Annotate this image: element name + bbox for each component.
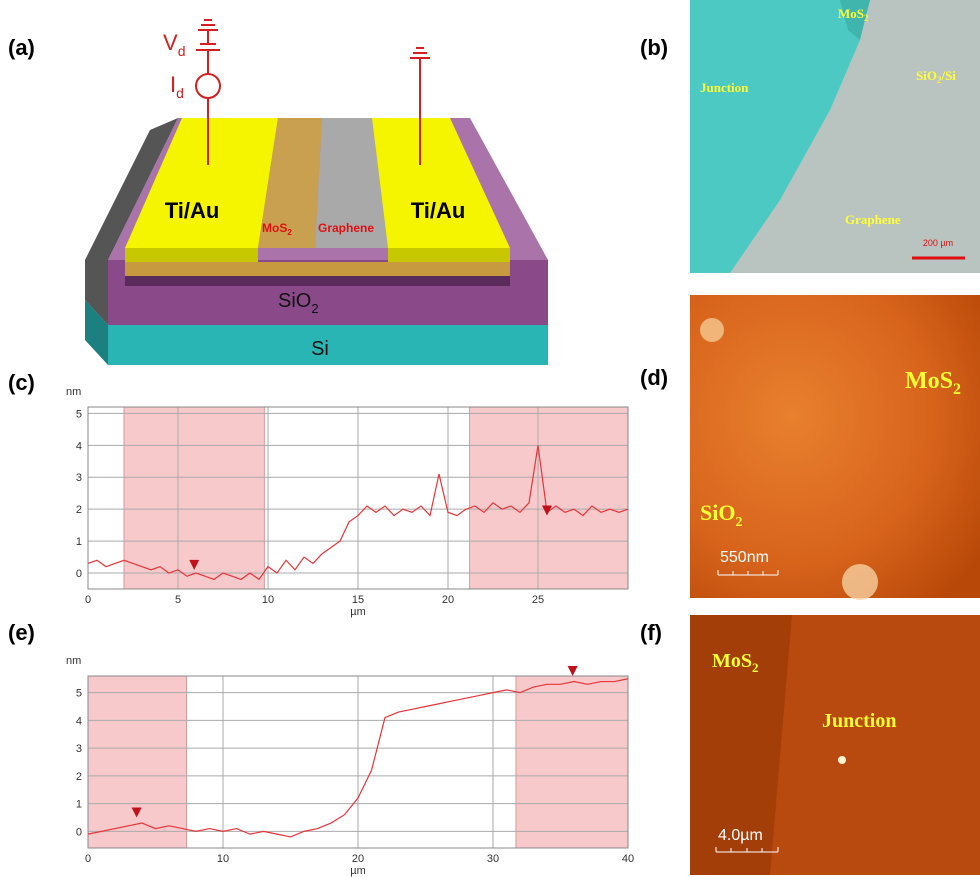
x-axis-label: µm [350,865,366,877]
y-axis-label: nm [66,386,81,398]
x-tick-label: 10 [262,594,274,606]
scale-label: 200 µm [923,238,953,248]
si-label: Si [311,338,329,360]
x-axis-label: µm [350,606,366,618]
cursor-marker [568,666,578,676]
x-tick-label: 40 [622,853,634,865]
graphene-label: Graphene [318,221,374,235]
x-tick-label: 20 [442,594,454,606]
substrate-label: SiO2/Si [916,68,956,85]
figure: (a) Vd Id Ti/Au Ti/Au MoS2 Graphene SiO2… [0,0,980,877]
panel-label: (f) [640,620,662,645]
panel-label: (e) [8,620,35,645]
mos2-label: MoS2 [712,650,759,675]
y-tick-label: 4 [76,715,82,727]
page: { "panels": { "a": {"label": "(a)", "vd"… [0,0,980,877]
x-tick-label: 10 [217,853,229,865]
electrode-label: Ti/Au [165,198,220,223]
scale-label: 550nm [720,549,769,566]
x-tick-label: 20 [352,853,364,865]
panel-label: (c) [8,370,35,395]
x-tick-label: 0 [85,594,91,606]
y-tick-label: 0 [76,826,82,838]
junction-label: Junction [822,710,896,732]
id-label: Id [170,72,184,101]
y-tick-label: 2 [76,504,82,516]
y-tick-label: 1 [76,536,82,548]
panel-label: (a) [8,35,35,60]
junction-label: Junction [700,80,749,95]
y-tick-label: 1 [76,799,82,811]
x-tick-label: 25 [532,594,544,606]
y-tick-label: 0 [76,568,82,580]
afm-image: (f) MoS2 Junction 4.0µm [640,615,980,875]
panel-label: (d) [640,365,668,390]
y-tick-label: 5 [76,688,82,700]
x-tick-label: 30 [487,853,499,865]
x-tick-label: 5 [175,594,181,606]
device-schematic: (a) Vd Id Ti/Au Ti/Au MoS2 Graphene SiO2… [8,20,548,365]
electrode-label: Ti/Au [411,198,466,223]
y-axis-label: nm [66,655,81,667]
shaded-region [88,676,187,848]
vd-label: Vd [163,30,185,59]
scale-label: 4.0µm [718,827,763,844]
y-tick-label: 4 [76,440,82,452]
y-tick-label: 3 [76,472,82,484]
graphene-label: Graphene [845,212,901,227]
y-tick-label: 5 [76,408,82,420]
x-tick-label: 0 [85,853,91,865]
shaded-region [516,676,628,848]
afm-image: (d) MoS2 SiO2 550nm [640,295,980,600]
mos2-label: MoS2 [905,368,961,398]
shaded-region [470,407,628,589]
y-tick-label: 3 [76,743,82,755]
optical-image: (b) Junction MoS2 SiO2/Si Graphene 200 µ… [640,0,980,273]
panel-label: (b) [640,35,668,60]
y-tick-label: 2 [76,771,82,783]
x-tick-label: 15 [352,594,364,606]
